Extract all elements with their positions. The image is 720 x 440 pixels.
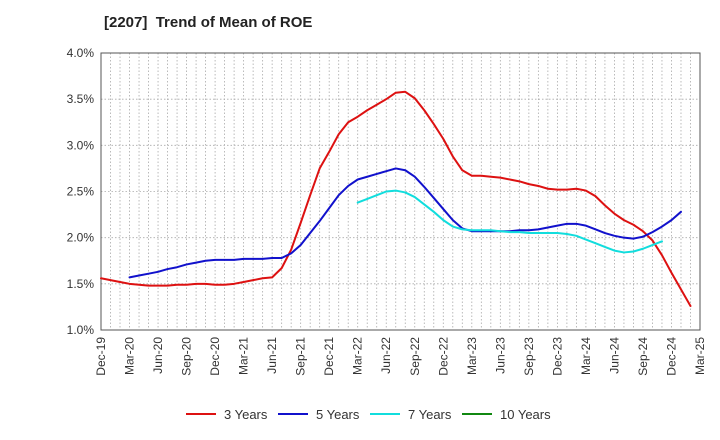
y-tick-label: 4.0% bbox=[67, 46, 95, 60]
x-tick-label: Dec-20 bbox=[208, 337, 222, 376]
legend-label-10-years: 10 Years bbox=[500, 407, 551, 422]
x-tick-label: Mar-21 bbox=[237, 337, 251, 375]
x-tick-label: Jun-21 bbox=[265, 337, 279, 374]
legend-label-3-years: 3 Years bbox=[224, 407, 268, 422]
x-tick-label: Sep-22 bbox=[408, 337, 422, 376]
x-tick-label: Jun-22 bbox=[379, 337, 393, 374]
x-tick-label: Dec-21 bbox=[322, 337, 336, 376]
x-tick-label: Dec-24 bbox=[664, 337, 678, 376]
x-tick-label: Jun-23 bbox=[493, 337, 507, 374]
x-tick-label: Jun-20 bbox=[151, 337, 165, 374]
x-tick-label: Sep-23 bbox=[522, 337, 536, 376]
x-tick-label: Dec-22 bbox=[436, 337, 450, 376]
x-tick-label: Sep-20 bbox=[180, 337, 194, 376]
x-tick-label: Mar-24 bbox=[579, 337, 593, 375]
series-line-5-years bbox=[128, 167, 682, 279]
y-tick-label: 1.5% bbox=[67, 277, 95, 291]
x-tick-label: Mar-22 bbox=[351, 337, 365, 375]
y-tick-label: 1.0% bbox=[67, 323, 95, 337]
x-tick-label: Mar-23 bbox=[465, 337, 479, 375]
y-tick-label: 2.5% bbox=[67, 185, 95, 199]
x-tick-label: Mar-25 bbox=[693, 337, 707, 375]
y-tick-label: 2.0% bbox=[67, 231, 95, 245]
series-line-3-years bbox=[100, 90, 692, 307]
x-tick-label: Mar-20 bbox=[123, 337, 137, 375]
chart-title: [2207] Trend of Mean of ROE bbox=[104, 14, 313, 31]
y-tick-label: 3.5% bbox=[67, 92, 95, 106]
x-tick-label: Sep-21 bbox=[294, 337, 308, 376]
legend-label-5-years: 5 Years bbox=[316, 407, 360, 422]
y-tick-label: 3.0% bbox=[67, 138, 95, 152]
series-line-7-years bbox=[356, 189, 663, 254]
x-tick-label: Dec-19 bbox=[94, 337, 108, 376]
x-tick-label: Jun-24 bbox=[607, 337, 621, 374]
legend-label-7-years: 7 Years bbox=[408, 407, 452, 422]
x-tick-label: Sep-24 bbox=[636, 337, 650, 376]
plot-frame bbox=[100, 52, 701, 331]
x-tick-label: Dec-23 bbox=[550, 337, 564, 376]
